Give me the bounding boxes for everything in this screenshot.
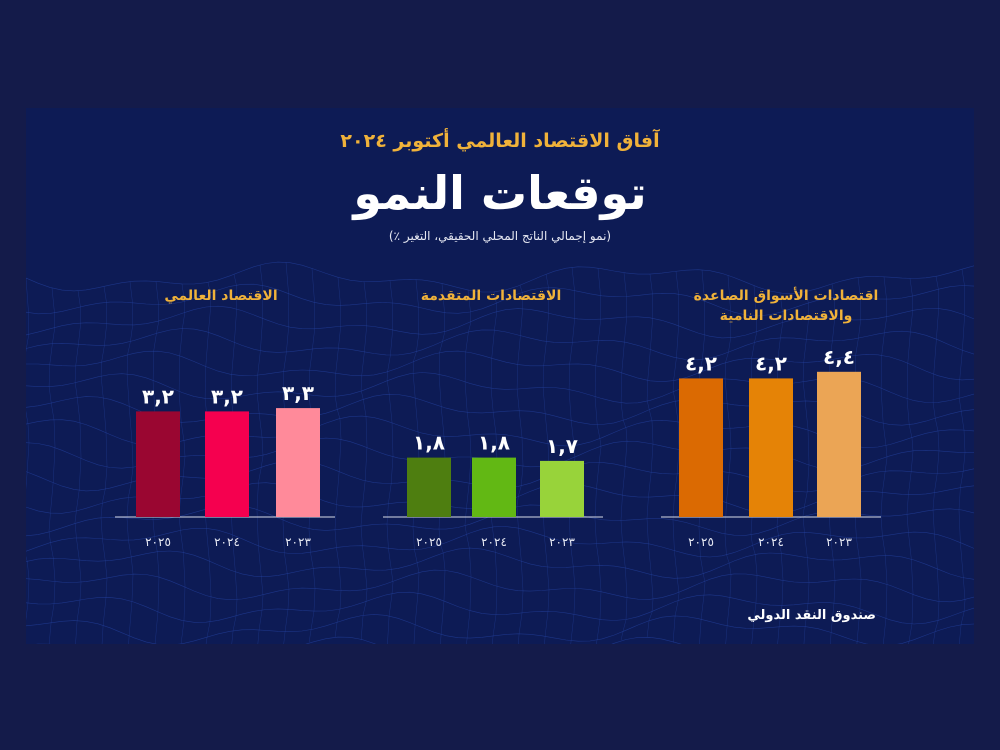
data-label: ٣,٢ [211, 384, 243, 408]
bar [749, 378, 793, 517]
data-label: ١,٨ [478, 431, 510, 455]
x-tick-label: ٢٠٢٤ [481, 535, 507, 549]
data-label: ١,٧ [546, 434, 578, 458]
bar-charts: ٣,٣ ٢٠٢٣ ٣,٢ ٢٠٢٤ ٣,٢ ٢٠٢٥ ١,٧ ٢٠٢٣ ١,٨ ٢٠٢٤ ١,٨ ٢٠… [115, 345, 881, 549]
x-tick-label: ٢٠٢٥ [416, 535, 442, 549]
bar [679, 378, 723, 517]
x-tick-label: ٢٠٢٣ [549, 535, 575, 549]
bar [472, 457, 516, 517]
x-tick-label: ٢٠٢٣ [826, 535, 852, 549]
data-label: ٣,٣ [282, 381, 314, 405]
data-label: ٤,٤ [823, 345, 855, 369]
supertitle: آفاق الاقتصاد العالمي أكتوبر ٢٠٢٤ [340, 130, 660, 152]
bar [205, 411, 249, 517]
x-tick-label: ٢٠٢٥ [145, 535, 171, 549]
source-label: صندوق النقد الدولي [747, 608, 876, 623]
x-tick-label: ٢٠٢٣ [285, 535, 311, 549]
x-tick-label: ٢٠٢٤ [214, 535, 240, 549]
subtitle: (نمو إجمالي الناتج المحلي الحقيقي، التغي… [388, 229, 612, 243]
bar [407, 457, 451, 517]
data-label: ٤,٢ [685, 351, 717, 375]
x-tick-label: ٢٠٢٥ [688, 535, 714, 549]
data-label: ٤,٢ [755, 351, 787, 375]
panel-title-advanced: الاقتصادات المتقدمة [420, 288, 562, 304]
bar [136, 411, 180, 517]
data-label: ١,٨ [413, 431, 445, 455]
bar [817, 371, 861, 517]
x-tick-label: ٢٠٢٤ [758, 535, 784, 549]
infographic-card: آفاق الاقتصاد العالمي أكتوبر ٢٠٢٤ توقعات… [26, 108, 974, 644]
bar [540, 460, 584, 517]
bar [276, 408, 320, 517]
data-label: ٣,٢ [142, 384, 174, 408]
panel-title-emerging: اقتصادات الأسواق الصاعدة والاقتصادات الن… [693, 288, 879, 324]
wave-mesh-background [26, 261, 974, 644]
page-title: توقعات النمو [353, 166, 647, 220]
panel-title-world: الاقتصاد العالمي [164, 288, 278, 304]
